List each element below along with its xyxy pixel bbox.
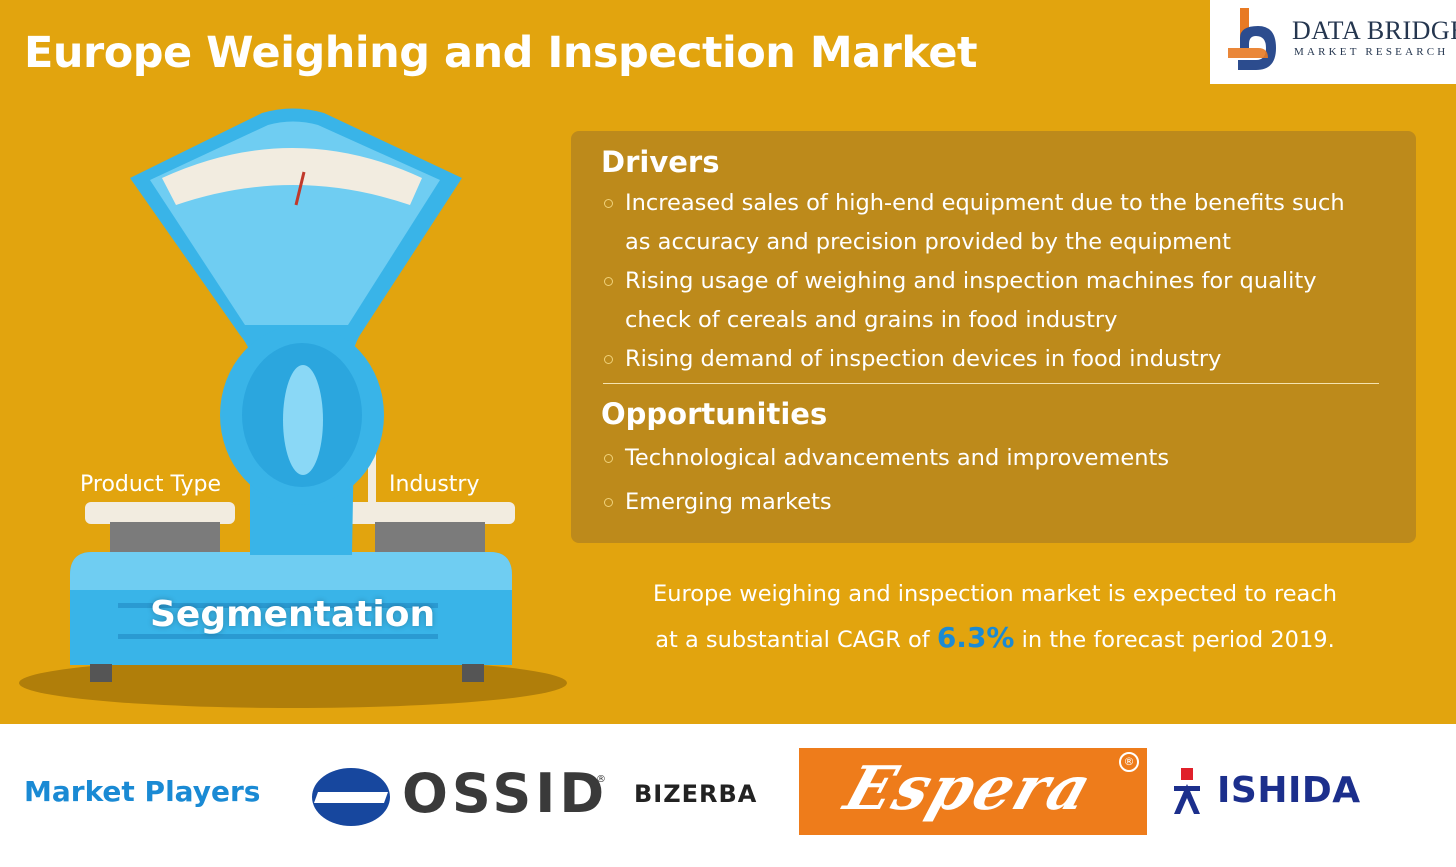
bullet-icon [604, 454, 613, 463]
market-players-label: Market Players [24, 775, 261, 808]
ishida-logo-icon [1174, 768, 1200, 814]
industry-label: Industry [389, 472, 480, 497]
bullet-icon [604, 199, 613, 208]
opportunity-item-text: Technological advancements and improveme… [625, 445, 1170, 471]
bizerba-logo-text: BIZERBA [634, 780, 758, 808]
opportunity-item: Technological advancements and improveme… [604, 439, 1374, 478]
registered-mark-icon: ® [596, 774, 606, 785]
driver-item: Rising usage of weighing and inspection … [604, 262, 1374, 340]
opportunity-item-text: Emerging markets [625, 489, 832, 515]
cagr-statement: Europe weighing and inspection market is… [600, 572, 1390, 662]
opportunities-heading: Opportunities [601, 397, 828, 431]
espera-logo: Espera ® [799, 748, 1147, 835]
product-type-label: Product Type [80, 472, 222, 497]
driver-item: Rising demand of inspection devices in f… [604, 340, 1374, 379]
section-divider [603, 383, 1379, 384]
registered-mark-icon: ® [1119, 752, 1139, 772]
weighing-scale-illustration [19, 108, 567, 708]
ossid-logo-text: OSSID [402, 762, 609, 825]
page-title: Europe Weighing and Inspection Market [24, 28, 978, 78]
market-players-strip: Market Players OSSID ® BIZERBA Espera ® … [0, 724, 1456, 867]
drivers-opportunities-panel: Drivers Increased sales of high-end equi… [571, 131, 1416, 543]
segmentation-label: Segmentation [150, 594, 436, 635]
bullet-icon [604, 498, 613, 507]
opportunity-item: Emerging markets [604, 483, 1374, 522]
driver-item-line: as accuracy and precision provided by th… [625, 229, 1231, 255]
espera-logo-text: Espera [836, 754, 1102, 824]
cagr-line-1: Europe weighing and inspection market is… [653, 581, 1337, 607]
data-bridge-logo: DATA BRIDGE MARKET RESEARCH [1210, 0, 1456, 84]
infographic-canvas: Europe Weighing and Inspection Market DA… [19, 0, 1456, 708]
cagr-line-2: at a substantial CAGR of 6.3% in the for… [600, 616, 1390, 662]
driver-item-line: Increased sales of high-end equipment du… [625, 190, 1345, 216]
logo-tagline: MARKET RESEARCH [1294, 46, 1449, 58]
driver-item-line: Rising demand of inspection devices in f… [625, 346, 1222, 372]
ossid-logo-icon [312, 768, 390, 826]
bullet-icon [604, 277, 613, 286]
ishida-logo-text: ISHIDA [1217, 770, 1361, 811]
cagr-value: 6.3% [936, 621, 1015, 654]
driver-item: Increased sales of high-end equipment du… [604, 184, 1374, 262]
bullet-icon [604, 355, 613, 364]
logo-name: DATA BRIDGE [1292, 16, 1456, 45]
driver-item-line: check of cereals and grains in food indu… [625, 307, 1118, 333]
cagr-prefix: at a substantial CAGR of [655, 627, 937, 653]
driver-item-line: Rising usage of weighing and inspection … [625, 268, 1317, 294]
data-bridge-logo-mark [1228, 8, 1276, 70]
drivers-heading: Drivers [601, 145, 720, 179]
cagr-suffix: in the forecast period 2019. [1014, 627, 1335, 653]
